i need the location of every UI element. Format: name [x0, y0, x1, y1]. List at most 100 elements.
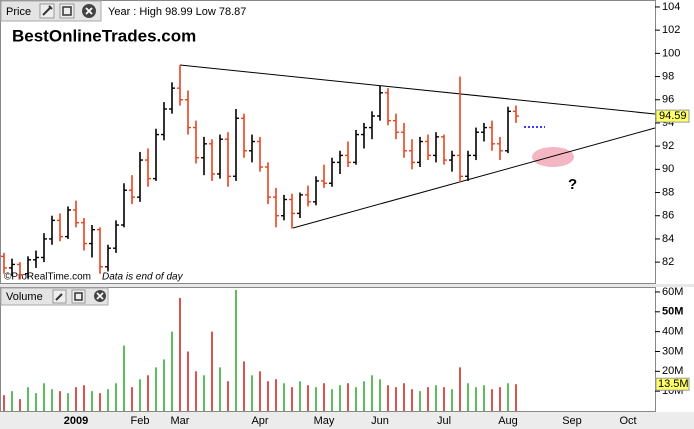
maximize-icon[interactable] [59, 3, 75, 19]
y-tick-label: 90 [662, 163, 674, 175]
volume-bar [3, 395, 5, 411]
volume-bar [403, 383, 405, 411]
volume-bar [363, 381, 365, 411]
volume-bar [427, 387, 429, 411]
x-tick-label: Sep [562, 415, 582, 427]
last-volume-box [655, 377, 690, 391]
volume-bar [51, 389, 53, 411]
volume-bar [155, 367, 157, 411]
volume-bar [355, 387, 357, 411]
volume-bar [107, 389, 109, 411]
x-tick-label: Jul [437, 415, 451, 427]
x-tick-label: Apr [251, 415, 268, 427]
volume-bar [331, 389, 333, 411]
volume-bar [19, 399, 21, 411]
volume-bar [371, 375, 373, 411]
volume-bar [147, 375, 149, 411]
x-tick-label: 2009 [64, 415, 88, 427]
y-tick-label: 98 [662, 70, 674, 82]
y-tick-label: 30M [662, 345, 683, 357]
x-tick-label: May [314, 415, 335, 427]
volume-panel [0, 287, 656, 412]
volume-bar [339, 385, 341, 411]
wrench-icon[interactable] [52, 289, 67, 304]
volume-bar [211, 331, 213, 411]
upper-trendline [179, 64, 656, 115]
y-tick-label: 40M [662, 326, 683, 338]
volume-bar [499, 387, 501, 411]
volume-bar [299, 381, 301, 411]
volume-bar [203, 375, 205, 411]
volume-bar [243, 361, 245, 411]
volume-bar [507, 383, 509, 411]
volume-bar [307, 385, 309, 411]
x-tick-label: Jun [371, 415, 389, 427]
volume-bar [259, 371, 261, 411]
y-tick-label: 86 [662, 210, 674, 222]
volume-bar [443, 387, 445, 411]
target-zone [532, 147, 574, 167]
volume-bar [275, 379, 277, 411]
volume-bar [267, 381, 269, 411]
y-tick-label: 20M [662, 365, 683, 377]
volume-bar [467, 383, 469, 411]
volume-bar [451, 389, 453, 411]
volume-bar [115, 383, 117, 411]
volume-bar [67, 393, 69, 411]
volume-axis-area [656, 287, 694, 412]
x-tick-label: Mar [171, 415, 190, 427]
close-icon[interactable] [82, 4, 96, 18]
y-tick-label: 102 [662, 24, 680, 36]
y-tick-label: 50M [662, 306, 683, 318]
volume-bar [379, 379, 381, 411]
volume-bar [251, 375, 253, 411]
copyright: ©ProRealTime.com [4, 272, 91, 283]
time-axis-area [0, 412, 694, 429]
volume-bar [171, 331, 173, 411]
x-tick-label: Oct [619, 415, 636, 427]
volume-bar [219, 367, 221, 411]
volume-bar [491, 389, 493, 411]
volume-bar [27, 387, 29, 411]
price-panel [0, 0, 656, 284]
volume-bar [83, 385, 85, 411]
data-note: Data is end of day [102, 272, 184, 283]
close-icon[interactable] [94, 290, 106, 302]
volume-bar [515, 384, 517, 411]
volume-bar [323, 383, 325, 411]
volume-bar [283, 383, 285, 411]
volume-bar [435, 385, 437, 411]
volume-bar [163, 359, 165, 411]
volume-bar [235, 289, 237, 411]
maximize-icon[interactable] [71, 289, 86, 304]
y-tick-label: 88 [662, 186, 674, 198]
x-tick-label: Aug [498, 415, 518, 427]
y-tick-label: 92 [662, 140, 674, 152]
volume-bar [411, 389, 413, 411]
y-tick-label: 84 [662, 233, 674, 245]
wrench-icon[interactable] [39, 3, 55, 19]
volume-bar [195, 371, 197, 411]
lower-trendline [292, 127, 656, 229]
volume-bar [419, 391, 421, 411]
y-tick-label: 100 [662, 47, 680, 59]
volume-bar [227, 381, 229, 411]
volume-bar [387, 385, 389, 411]
x-tick-label: Feb [131, 415, 150, 427]
last-price-box [655, 109, 690, 123]
panel-title: Volume [6, 291, 43, 303]
y-tick-label: 60M [662, 286, 683, 298]
volume-bar [179, 297, 181, 411]
volume-bar [43, 383, 45, 411]
volume-bar [395, 387, 397, 411]
price-axis-area [656, 0, 694, 284]
panel-title: Price [6, 6, 31, 18]
volume-bar [35, 393, 37, 411]
volume-bar [483, 385, 485, 411]
volume-bar [11, 391, 13, 411]
last-price-label: 94.59 [659, 110, 687, 122]
volume-bar [75, 387, 77, 411]
volume-bar [459, 367, 461, 411]
